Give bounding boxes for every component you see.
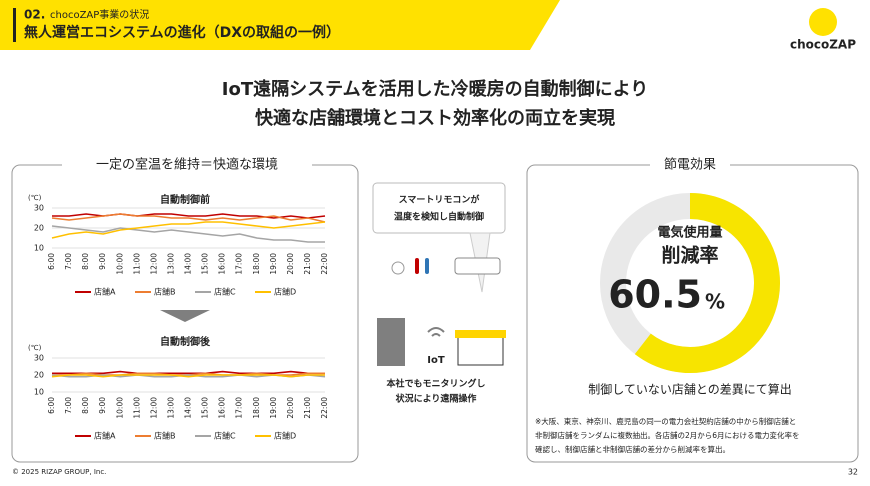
x-tick-label: 7:00 — [64, 253, 73, 270]
x-tick-label: 9:00 — [98, 397, 107, 414]
x-tick-label: 22:00 — [320, 253, 329, 275]
x-tick-label: 11:00 — [132, 253, 141, 275]
caption: 制御していない店舗との差異にて算出 — [588, 382, 792, 397]
bubble-text: 温度を検知し自動制御 — [394, 211, 484, 223]
y-tick-label: 10 — [34, 388, 44, 397]
series-line — [51, 374, 325, 378]
center-caption: 状況により遠隔操作 — [396, 393, 477, 405]
note: ※大阪、東京、神奈川、鹿児島の同一の電力会社契約店舗の中から制御店舗と — [535, 416, 796, 426]
section-number: 02. — [24, 8, 45, 22]
x-tick-label: 10:00 — [115, 253, 124, 275]
x-tick-label: 18:00 — [252, 253, 261, 275]
panel-title: 節電効果 — [664, 158, 716, 173]
headline: IoT遠隔システムを活用した冷暖房の自動制御により — [222, 78, 648, 100]
x-tick-label: 13:00 — [166, 397, 175, 419]
legend-label: 店舗B — [154, 287, 176, 297]
legend-label: 店舗B — [154, 431, 176, 441]
slide-title: 無人運営エコシステムの進化（DXの取組の一例） — [24, 24, 340, 41]
x-tick-label: 17:00 — [235, 253, 244, 275]
note: 非制御店舗をランダムに複数抽出。各店舗の2月から6月における電力変化率を — [535, 430, 800, 440]
panel-title-bg — [62, 155, 312, 175]
series-line — [51, 221, 326, 239]
x-tick-label: 16:00 — [218, 253, 227, 275]
x-tick-label: 16:00 — [218, 397, 227, 419]
y-unit: (℃) — [28, 344, 42, 352]
legend-label: 店舗A — [94, 431, 116, 441]
x-tick-label: 19:00 — [269, 397, 278, 419]
donut-segment — [634, 193, 780, 373]
x-tick-label: 15:00 — [201, 253, 210, 275]
x-tick-label: 20:00 — [286, 253, 295, 275]
header-bar — [13, 8, 16, 42]
x-tick-label: 14:00 — [184, 253, 193, 275]
logo-icon — [809, 8, 837, 36]
bubble — [372, 182, 506, 234]
x-tick-label: 7:00 — [64, 397, 73, 414]
center-caption: 本社でもモニタリングし — [386, 378, 485, 390]
legend-label: 店舗A — [94, 287, 116, 297]
wifi-icon — [427, 327, 445, 337]
x-tick-label: 8:00 — [81, 253, 90, 270]
donut-label: 電気使用量 — [657, 225, 722, 241]
note: 確認し、制御店舗と非制御店舗の差分から削減率を算出。 — [535, 444, 730, 454]
x-tick-label: 15:00 — [201, 397, 210, 419]
chart-title: 自動制御前 — [160, 193, 210, 206]
legend-label: 店舗D — [274, 287, 296, 297]
x-tick-label: 9:00 — [98, 253, 107, 270]
section-name: chocoZAP事業の状況 — [50, 8, 149, 21]
headline: 快適な店舗環境とコスト効率化の両立を実現 — [255, 107, 615, 129]
legend-label: 店舗C — [214, 287, 236, 297]
x-tick-label: 12:00 — [149, 397, 158, 419]
thermo-icon — [415, 258, 419, 274]
page-number: 32 — [848, 468, 858, 477]
legend-label: 店舗C — [214, 431, 236, 441]
donut-value: 60.5 — [608, 273, 702, 317]
x-tick-label: 19:00 — [269, 253, 278, 275]
y-tick-label: 30 — [34, 204, 44, 213]
series-line — [52, 370, 325, 375]
panel-title: 一定の室温を維持＝快適な環境 — [96, 157, 278, 173]
store-roof — [455, 330, 506, 338]
series-line — [51, 225, 325, 243]
x-tick-label: 20:00 — [286, 397, 295, 419]
x-tick-label: 6:00 — [47, 397, 56, 414]
aircon-icon — [454, 257, 501, 275]
x-tick-label: 13:00 — [166, 253, 175, 275]
x-tick-label: 11:00 — [132, 397, 141, 419]
building-icon — [377, 318, 405, 366]
y-tick-label: 20 — [34, 371, 44, 380]
bubble-text: スマートリモコンが — [399, 194, 481, 206]
x-tick-label: 22:00 — [320, 397, 329, 419]
panel-title-bg — [650, 155, 730, 175]
series-line — [51, 213, 326, 223]
logo: chocoZAP — [790, 38, 856, 52]
x-tick-label: 17:00 — [235, 397, 244, 419]
header-band — [0, 0, 560, 50]
donut-label: 削減率 — [661, 244, 718, 267]
y-tick-label: 10 — [34, 244, 44, 253]
x-tick-label: 18:00 — [252, 397, 261, 419]
x-tick-label: 10:00 — [115, 397, 124, 419]
x-tick-label: 21:00 — [303, 253, 312, 275]
x-tick-label: 6:00 — [47, 253, 56, 270]
y-unit: (℃) — [28, 194, 42, 202]
iot-label: IoT — [427, 355, 445, 366]
x-tick-label: 21:00 — [303, 397, 312, 419]
y-tick-label: 30 — [34, 354, 44, 363]
x-tick-label: 8:00 — [81, 397, 90, 414]
thermo-icon — [425, 258, 429, 274]
donut-unit: % — [705, 290, 725, 314]
legend-label: 店舗D — [274, 431, 296, 441]
copyright: © 2025 RIZAP GROUP, Inc. — [12, 468, 106, 476]
y-tick-label: 20 — [34, 224, 44, 233]
arrow — [160, 310, 210, 322]
sensor-icon — [391, 261, 405, 275]
x-tick-label: 12:00 — [149, 253, 158, 275]
chart-title: 自動制御後 — [160, 335, 211, 348]
x-tick-label: 14:00 — [184, 397, 193, 419]
